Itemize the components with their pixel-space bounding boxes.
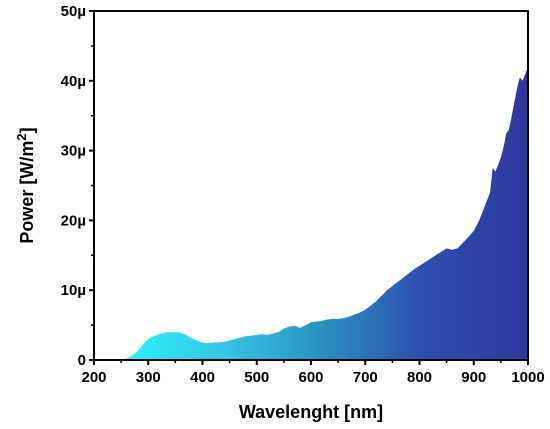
x-tick-label: 200	[81, 369, 106, 386]
x-tick-label: 700	[353, 369, 378, 386]
y-tick-label: 20µ	[61, 212, 86, 229]
y-tick-label: 50µ	[61, 3, 86, 20]
x-tick-label: 500	[244, 369, 269, 386]
x-axis-ticks: 200 300 400 500 600 700 800 900 1000	[81, 360, 545, 386]
x-axis-title: Wavelenght [nm]	[239, 402, 383, 422]
y-axis-title-main: Power [W/m	[17, 141, 37, 244]
y-tick-label: 10µ	[61, 282, 86, 299]
area-layer	[121, 66, 528, 360]
y-tick-label: 0	[78, 352, 86, 369]
y-axis-ticks: 0 10µ 20µ 30µ 40µ 50µ	[61, 3, 94, 369]
x-tick-label: 1000	[511, 369, 544, 386]
y-axis-title: Power [W/m2]	[14, 127, 38, 243]
x-tick-label: 400	[190, 369, 215, 386]
spectrum-area	[121, 66, 528, 360]
y-axis-title-close: ]	[17, 127, 37, 133]
x-tick-label: 600	[298, 369, 323, 386]
y-tick-label: 30µ	[61, 143, 86, 160]
x-tick-label: 800	[407, 369, 432, 386]
y-axis-title-superscript: 2	[14, 133, 29, 140]
y-tick-label: 40µ	[61, 73, 86, 90]
x-tick-label: 900	[461, 369, 486, 386]
x-tick-label: 300	[136, 369, 161, 386]
